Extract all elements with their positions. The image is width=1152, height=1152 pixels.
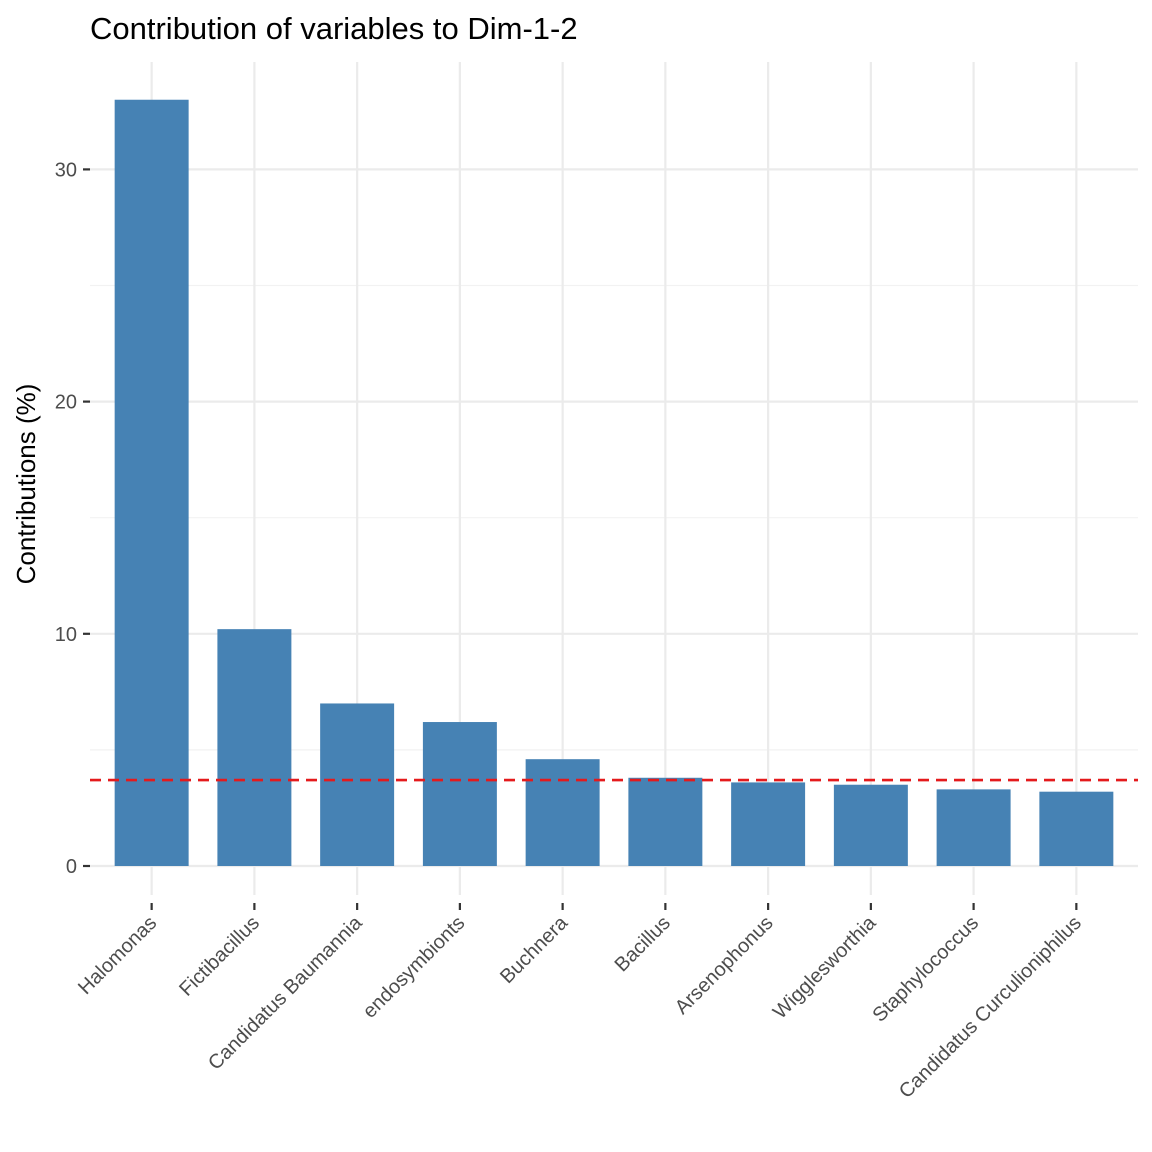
x-tick-label: Arsenophonus	[671, 912, 778, 1019]
bar	[320, 703, 395, 866]
bar	[525, 759, 600, 866]
bar	[936, 789, 1011, 866]
bar	[1039, 791, 1114, 866]
bar	[833, 784, 908, 866]
x-tick-label: endosymbionts	[359, 912, 470, 1023]
y-tick-label: 0	[66, 856, 77, 878]
y-tick-label: 20	[55, 392, 77, 414]
bar	[422, 722, 497, 866]
x-tick-label: Fictibacillus	[175, 912, 264, 1001]
x-tick-label: Candidatus Curculioniphilus	[895, 912, 1086, 1103]
grid-lines	[90, 62, 1138, 895]
x-tick-label: Buchnera	[496, 911, 573, 988]
x-tick-label: Wigglesworthia	[769, 911, 881, 1023]
y-tick-label: 30	[55, 159, 77, 181]
x-tick-label: Staphylococcus	[869, 912, 984, 1027]
chart-title: Contribution of variables to Dim-1-2	[90, 11, 578, 46]
y-tick-label: 10	[55, 624, 77, 646]
y-axis: 0 10 20 30	[55, 159, 90, 878]
bar	[114, 99, 189, 867]
y-axis-title: Contributions (%)	[11, 384, 41, 585]
bars	[114, 99, 1114, 867]
x-tick-label: Bacillus	[611, 912, 675, 976]
x-tick-label: Halomonas	[74, 912, 161, 999]
bar	[217, 629, 292, 866]
bar	[731, 782, 806, 866]
bar	[628, 777, 703, 866]
